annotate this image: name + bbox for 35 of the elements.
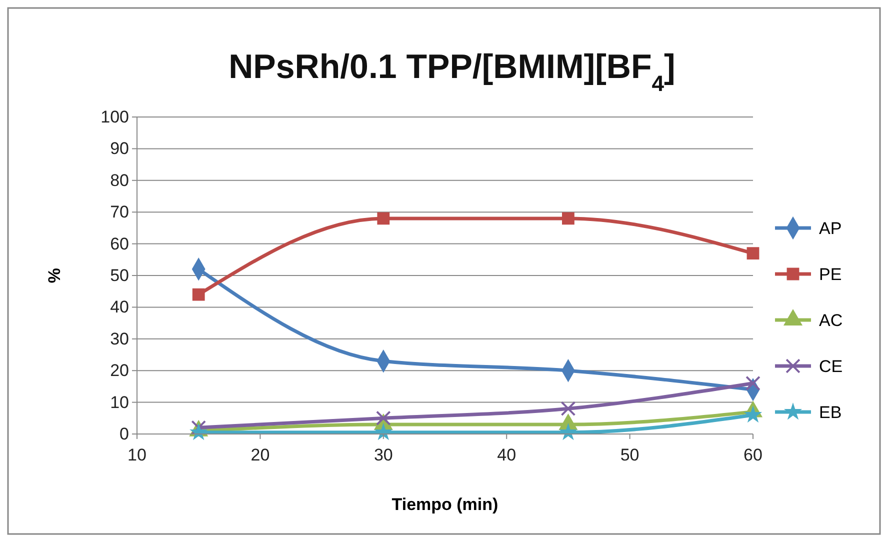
y-tick-label: 10 (110, 392, 129, 412)
y-tick-label: 20 (110, 361, 129, 380)
point (746, 247, 760, 260)
y-axis-title: % (45, 268, 64, 284)
y-tick-label: 50 (110, 266, 129, 285)
point (190, 424, 207, 440)
chart-title: NPsRh/0.1 TPP/[BMIM][BF$_{4}$] (228, 48, 676, 96)
point (562, 212, 574, 225)
y-tick-label: 60 (110, 234, 129, 254)
legend-label: AP (819, 219, 842, 238)
y-tick-label: 0 (120, 424, 129, 444)
point (744, 406, 762, 422)
legend-label: CE (819, 357, 843, 376)
legend-label: AC (819, 311, 843, 330)
point (746, 376, 760, 391)
x-tick-label: 20 (250, 446, 270, 465)
y-tick-label: 40 (110, 298, 129, 317)
point (560, 424, 576, 440)
y-tick-label: 80 (110, 170, 129, 190)
y-tick-label: 70 (110, 202, 129, 222)
y-tick-label: 100 (100, 107, 129, 126)
legend-label: EB (819, 403, 842, 422)
point (375, 424, 392, 440)
point (377, 212, 390, 225)
x-axis-title: Tiempo (min) (392, 495, 498, 514)
x-tick-label: 50 (620, 446, 640, 465)
point (192, 288, 205, 301)
legend-label: PE (819, 265, 842, 284)
y-tick-label: 90 (110, 139, 129, 158)
x-tick-label: 60 (744, 446, 762, 465)
x-tick-label: 30 (374, 446, 393, 465)
x-tick-label: 40 (497, 446, 516, 465)
y-tick-label: 30 (110, 329, 129, 348)
point (560, 401, 576, 416)
x-tick-label: 10 (128, 446, 146, 465)
